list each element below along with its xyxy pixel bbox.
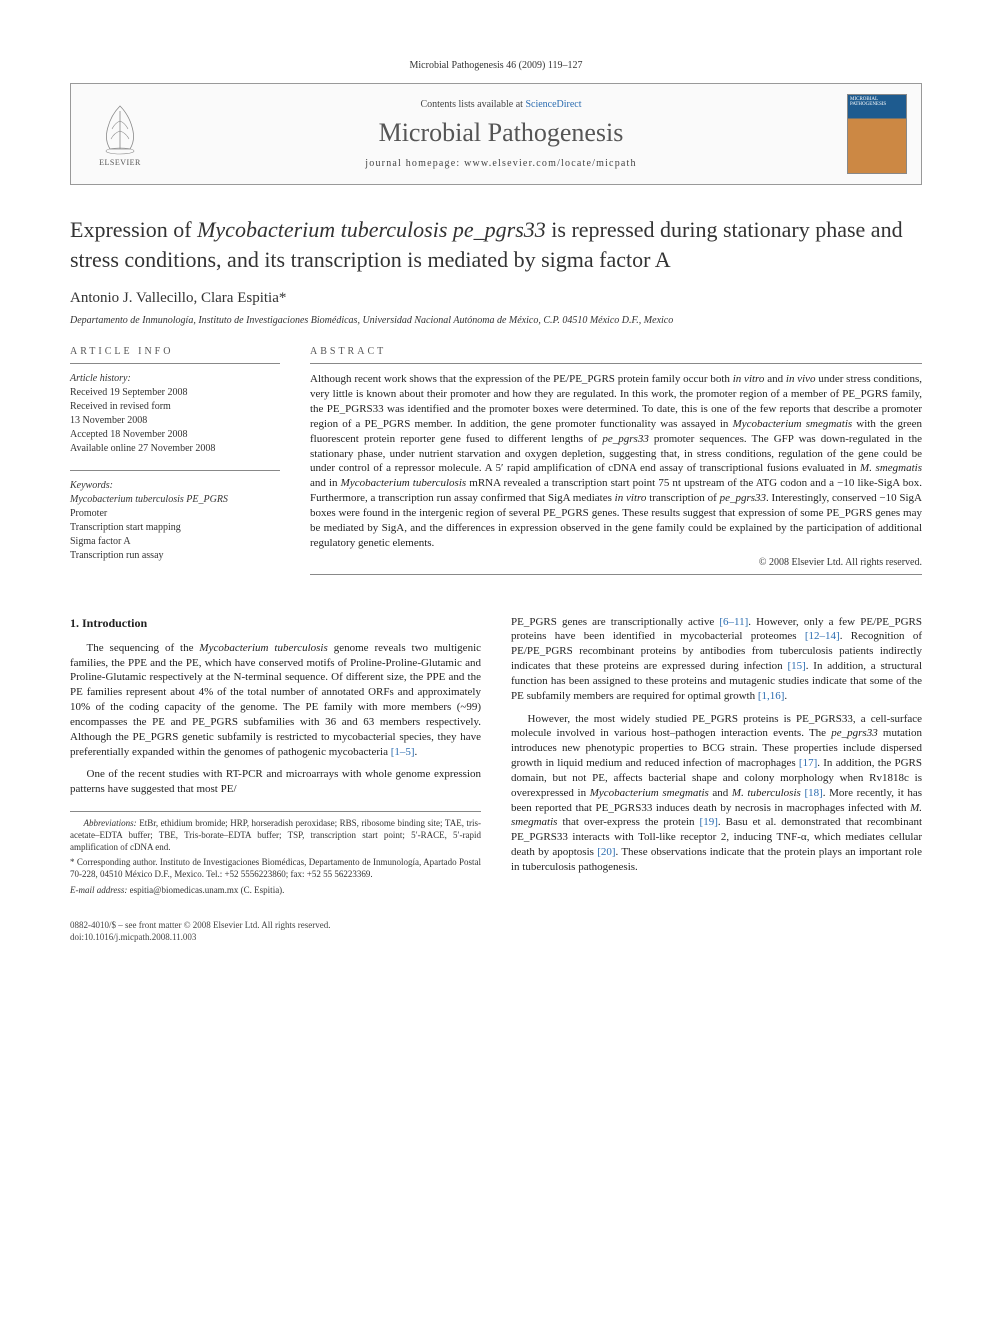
intro-p1: The sequencing of the Mycobacterium tube…: [70, 641, 481, 760]
journal-title: Microbial Pathogenesis: [169, 118, 833, 148]
footnote-corr: * Corresponding author. Instituto de Inv…: [70, 857, 481, 880]
affiliation: Departamento de Inmunología, Instituto d…: [70, 315, 922, 326]
history-received: Received 19 September 2008: [70, 386, 280, 400]
cite-1-5[interactable]: [1–5]: [391, 746, 415, 758]
history-revised-date: 13 November 2008: [70, 414, 280, 428]
article-info-column: ARTICLE INFO Article history: Received 1…: [70, 346, 280, 584]
cite-1-16[interactable]: [1,16]: [758, 690, 785, 702]
abs-em6: Mycobacterium tuberculosis: [341, 477, 467, 489]
abs-em2: in vivo: [786, 373, 816, 385]
cover-label: MICROBIAL PATHOGENESIS: [850, 97, 906, 107]
article-info-label: ARTICLE INFO: [70, 346, 280, 357]
c2p2g: that over-express the protein: [557, 816, 699, 828]
authors: Antonio J. Vallecillo, Clara Espitia*: [70, 290, 922, 307]
c2p2em2: Mycobacterium smegmatis: [590, 787, 709, 799]
elsevier-tree-icon: [95, 101, 145, 156]
email-label: E-mail address:: [70, 885, 127, 895]
cite-6-11[interactable]: [6–11]: [719, 616, 748, 628]
keyword-3: Sigma factor A: [70, 535, 280, 549]
body-column-left: 1. Introduction The sequencing of the My…: [70, 615, 481, 901]
abs-p8: transcription of: [646, 492, 719, 504]
header-center: Contents lists available at ScienceDirec…: [169, 99, 833, 169]
intro-heading: 1. Introduction: [70, 615, 481, 631]
p1b: genome reveals two multigenic families, …: [70, 642, 481, 758]
footnote-email: E-mail address: espitia@biomedicas.unam.…: [70, 885, 481, 897]
history-accepted: Accepted 18 November 2008: [70, 428, 280, 442]
history-label: Article history:: [70, 372, 280, 386]
corr-label: * Corresponding author.: [70, 857, 158, 867]
c2p1a: PE_PGRS genes are transcriptionally acti…: [511, 616, 719, 628]
keyword-0-text: Mycobacterium tuberculosis PE_PGRS: [70, 494, 228, 505]
c2p2em1: pe_pgrs33: [831, 727, 877, 739]
history-online: Available online 27 November 2008: [70, 442, 280, 456]
abs-em3: Mycobacterium smegmatis: [733, 418, 853, 430]
contents-prefix: Contents lists available at: [420, 99, 525, 110]
homepage-prefix: journal homepage:: [365, 158, 464, 169]
keyword-0: Mycobacterium tuberculosis PE_PGRS: [70, 493, 280, 507]
journal-cover-thumb: MICROBIAL PATHOGENESIS: [847, 94, 907, 174]
keyword-1: Promoter: [70, 507, 280, 521]
corresponding-mark: *: [279, 290, 287, 306]
abs-p6: and in: [310, 477, 341, 489]
email-text: espitia@biomedicas.unam.mx (C. Espitia).: [127, 885, 284, 895]
p1a: The sequencing of the: [87, 642, 200, 654]
col2-p1: PE_PGRS genes are transcriptionally acti…: [511, 615, 922, 704]
body-columns: 1. Introduction The sequencing of the My…: [70, 615, 922, 901]
footnotes: Abbreviations: EtBr, ethidium bromide; H…: [70, 811, 481, 896]
footnote-abbrev: Abbreviations: EtBr, ethidium bromide; H…: [70, 818, 481, 853]
cite-19[interactable]: [19]: [700, 816, 718, 828]
info-abstract-row: ARTICLE INFO Article history: Received 1…: [70, 346, 922, 584]
journal-header-box: ELSEVIER Contents lists available at Sci…: [70, 83, 922, 185]
c2p2d: and: [709, 787, 732, 799]
abstract-text: Although recent work shows that the expr…: [310, 363, 922, 550]
cite-15[interactable]: [15]: [787, 660, 805, 672]
keyword-4: Transcription run assay: [70, 549, 280, 563]
running-header: Microbial Pathogenesis 46 (2009) 119–127: [70, 60, 922, 71]
abs-em4: pe_pgrs33: [602, 433, 648, 445]
abs-em7: in vitro: [615, 492, 647, 504]
col2-p2: However, the most widely studied PE_PGRS…: [511, 712, 922, 875]
intro-p2: One of the recent studies with RT-PCR an…: [70, 767, 481, 797]
keywords-block: Keywords: Mycobacterium tuberculosis PE_…: [70, 470, 280, 563]
cite-18[interactable]: [18]: [804, 787, 822, 799]
keyword-2: Transcription start mapping: [70, 521, 280, 535]
doi-line: doi:10.1016/j.micpath.2008.11.003: [70, 932, 922, 944]
elsevier-text: ELSEVIER: [99, 158, 141, 167]
abstract-column: ABSTRACT Although recent work shows that…: [310, 346, 922, 584]
homepage-line: journal homepage: www.elsevier.com/locat…: [169, 158, 833, 169]
abs-p1: Although recent work shows that the expr…: [310, 373, 733, 385]
history-revised: Received in revised form: [70, 400, 280, 414]
article-title: Expression of Mycobacterium tuberculosis…: [70, 215, 922, 274]
author-names: Antonio J. Vallecillo, Clara Espitia: [70, 290, 279, 306]
elsevier-logo: ELSEVIER: [85, 94, 155, 174]
article-history: Article history: Received 19 September 2…: [70, 363, 280, 456]
abstract-label: ABSTRACT: [310, 346, 922, 357]
bottom-bar: 0882-4010/$ – see front matter © 2008 El…: [70, 920, 922, 943]
abs-em8: pe_pgrs33: [720, 492, 766, 504]
p1c: .: [415, 746, 418, 758]
abstract-copyright: © 2008 Elsevier Ltd. All rights reserved…: [310, 557, 922, 568]
keywords-label: Keywords:: [70, 479, 280, 493]
abs-em1: in vitro: [733, 373, 765, 385]
abstract-rule: [310, 574, 922, 575]
cite-12-14[interactable]: [12–14]: [805, 630, 840, 642]
page: Microbial Pathogenesis 46 (2009) 119–127…: [0, 0, 992, 984]
title-part1: Expression of: [70, 217, 197, 242]
c2p2em3: M. tuberculosis: [732, 787, 801, 799]
homepage-url: www.elsevier.com/locate/micpath: [464, 158, 637, 169]
abbrev-label: Abbreviations:: [84, 818, 137, 828]
front-matter-line: 0882-4010/$ – see front matter © 2008 El…: [70, 920, 922, 932]
abs-p2: and: [764, 373, 785, 385]
p1em1: Mycobacterium tuberculosis: [199, 642, 327, 654]
sciencedirect-link[interactable]: ScienceDirect: [525, 99, 581, 110]
abs-em5: M. smegmatis: [860, 462, 922, 474]
title-em1: Mycobacterium tuberculosis pe_pgrs33: [197, 217, 546, 242]
contents-line: Contents lists available at ScienceDirec…: [169, 99, 833, 110]
c2p1e: .: [784, 690, 787, 702]
body-column-right: PE_PGRS genes are transcriptionally acti…: [511, 615, 922, 901]
cite-17[interactable]: [17]: [799, 757, 817, 769]
cite-20[interactable]: [20]: [597, 846, 615, 858]
